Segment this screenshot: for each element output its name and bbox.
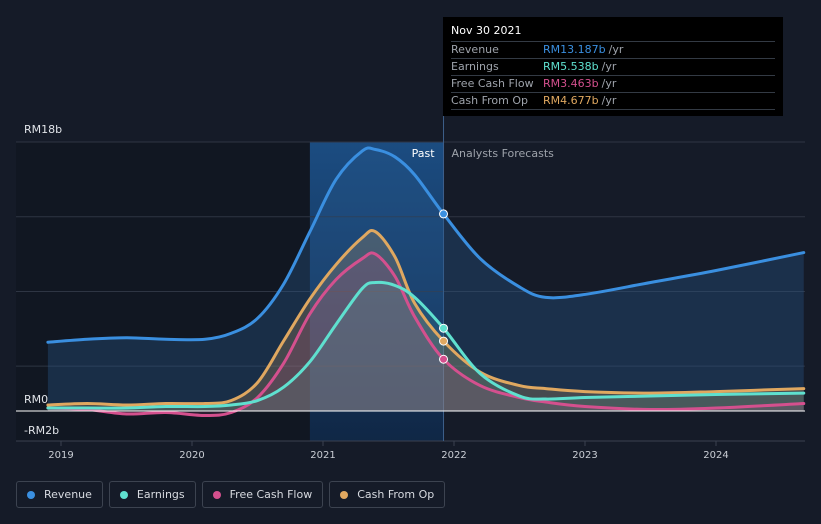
x-tick-label: 2024	[703, 450, 728, 461]
legend-item-free-cash-flow[interactable]: Free Cash Flow	[201, 481, 324, 508]
tooltip-unit: /yr	[601, 60, 617, 73]
tooltip-unit: /yr	[608, 43, 624, 56]
area-revenue	[47, 147, 804, 411]
tooltip-unit: /yr	[601, 94, 617, 107]
legend-dot-icon	[119, 490, 128, 499]
tooltip-label: Cash From Op	[451, 94, 529, 107]
marker-cash-from-op	[439, 336, 449, 346]
tooltip-value: RM3.463b	[543, 77, 599, 90]
x-tick-label: 2019	[48, 450, 73, 461]
legend-dot-icon	[340, 490, 349, 499]
marker-free-cash-flow	[439, 354, 449, 364]
legend-label: Revenue	[44, 488, 92, 501]
x-tick-label: 2022	[441, 450, 466, 461]
x-tick-label: 2023	[572, 450, 597, 461]
tooltip-value: RM5.538b	[543, 60, 599, 73]
legend-dot-icon	[212, 490, 221, 499]
tooltip: Nov 30 2021 Revenue RM13.187b /yr Earnin…	[443, 17, 783, 116]
tooltip-row-revenue: Revenue RM13.187b /yr	[451, 41, 775, 58]
tooltip-row-free-cash-flow: Free Cash Flow RM3.463b /yr	[451, 75, 775, 92]
tooltip-value: RM4.677b	[543, 94, 599, 107]
series-line-revenue	[46, 146, 806, 344]
legend-item-revenue[interactable]: Revenue	[16, 481, 103, 508]
legend-label: Cash From Op	[357, 488, 435, 501]
x-tick-label: 2021	[310, 450, 335, 461]
tooltip-label: Revenue	[451, 43, 499, 56]
marker-revenue	[439, 209, 449, 219]
y-label-zero: RM0	[24, 393, 48, 406]
tooltip-value: RM13.187b	[543, 43, 606, 56]
x-tick-label: 2020	[179, 450, 204, 461]
series-line-free-cash-flow	[46, 251, 806, 417]
forecast-label: Analysts Forecasts	[452, 147, 555, 160]
tooltip-row-earnings: Earnings RM5.538b /yr	[451, 58, 775, 75]
y-label-bottom: -RM2b	[24, 424, 59, 437]
marker-earnings	[439, 323, 449, 333]
legend-dot-icon	[27, 490, 35, 499]
area-free-cash-flow	[47, 252, 804, 416]
legend: Revenue Earnings Free Cash Flow Cash Fro…	[16, 481, 446, 508]
legend-item-cash-from-op[interactable]: Cash From Op	[329, 481, 446, 508]
tooltip-date: Nov 30 2021	[451, 24, 522, 37]
legend-label: Free Cash Flow	[229, 488, 313, 501]
tooltip-unit: /yr	[601, 77, 617, 90]
past-label: Past	[412, 147, 436, 160]
y-label-top: RM18b	[24, 123, 62, 136]
tooltip-label: Earnings	[451, 60, 499, 73]
tooltip-row-cash-from-op: Cash From Op RM4.677b /yr	[451, 92, 775, 110]
series-line-cash-from-op	[46, 228, 806, 407]
tooltip-label: Free Cash Flow	[451, 77, 534, 90]
legend-item-earnings[interactable]: Earnings	[108, 481, 196, 508]
area-earnings	[47, 282, 804, 411]
legend-label: Earnings	[136, 488, 185, 501]
series-line-earnings	[46, 280, 806, 410]
